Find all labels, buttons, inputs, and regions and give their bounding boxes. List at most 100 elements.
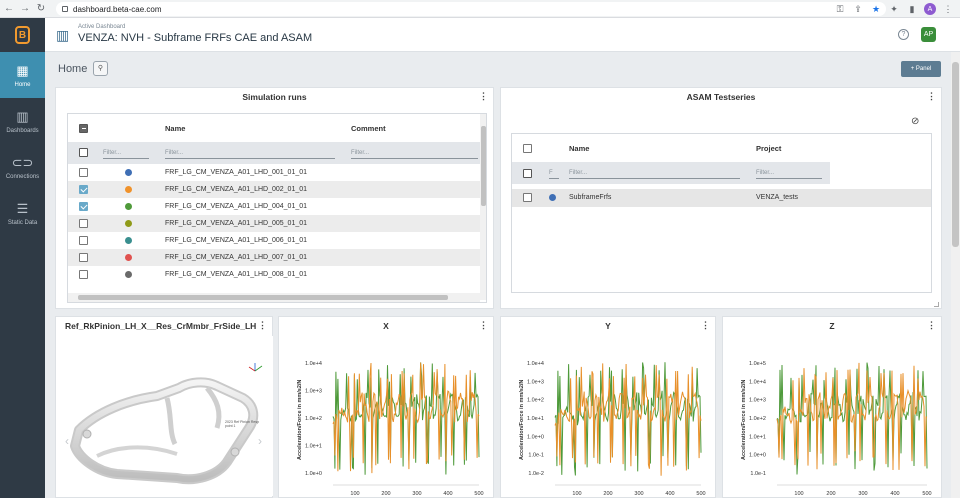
table-row[interactable]: FRF_LG_CM_VENZA_A01_LHD_007_01_01 <box>68 249 486 266</box>
sidebar-item-home[interactable]: ▦ Home <box>0 52 45 98</box>
column-project[interactable]: Project <box>756 144 782 153</box>
share-icon[interactable]: ⇪ <box>854 3 862 14</box>
row-name: FRF_LG_CM_VENZA_A01_LHD_001_01_01 <box>165 169 308 176</box>
select-all-checkbox[interactable] <box>523 144 532 153</box>
more-icon[interactable]: ⋮ <box>943 3 953 14</box>
x-tick-label: 100 <box>794 491 803 497</box>
resize-handle[interactable] <box>934 302 939 307</box>
panel-menu-icon[interactable]: ⋮ <box>701 320 710 330</box>
row-color-dot <box>125 203 132 210</box>
address-bar[interactable]: dashboard.beta-cae.com <box>56 2 886 16</box>
asam-testseries-panel: ASAM Testseries ⋮ ⊘ Name Project F Filte… <box>500 87 942 309</box>
comment-filter-input[interactable]: Filter... <box>351 147 478 159</box>
lock-icon <box>62 6 68 12</box>
name-filter-input[interactable]: Filter... <box>569 167 740 179</box>
row-color-dot <box>125 237 132 244</box>
forward-icon[interactable]: → <box>20 3 30 14</box>
sidebar-item-dashboards[interactable]: ▥ Dashboards <box>0 98 45 144</box>
table-row[interactable]: SubframeFrfs VENZA_tests <box>512 189 931 207</box>
subframe-model <box>70 363 263 485</box>
y-tick-label: 1.0e+1 <box>527 416 544 422</box>
simulation-runs-table: Name Comment Filter... Filter... Filter.… <box>67 113 487 303</box>
panel-menu-icon[interactable]: ⋮ <box>479 91 488 101</box>
column-comment[interactable]: Comment <box>351 124 386 133</box>
x-tick-label: 500 <box>474 491 483 497</box>
logo[interactable]: B <box>0 18 45 52</box>
chevron-right-icon[interactable]: › <box>258 434 262 448</box>
column-name[interactable]: Name <box>569 144 590 153</box>
frf-series-orange <box>776 362 928 471</box>
chart-z-panel: Z ⋮ Acceleration/Force in mm/s2/N 1.0e+5 1… <box>722 316 942 498</box>
y-axis-label: Acceleration/Force in mm/s2/N <box>741 380 747 460</box>
sidebar-item-static-data[interactable]: ☰ Static Data <box>0 190 45 236</box>
panel-menu-icon[interactable]: ⋮ <box>927 91 936 101</box>
y-tick-label: 1.0e+0 <box>527 434 544 440</box>
table-row[interactable]: FRF_LG_CM_VENZA_A01_LHD_006_01_01 <box>68 232 486 249</box>
app-header: ▥ Active Dashboard VENZA: NVH - Subframe… <box>45 18 960 52</box>
color-filter-input[interactable]: F <box>549 167 559 179</box>
row-checkbox[interactable] <box>79 236 88 245</box>
row-color-dot <box>125 169 132 176</box>
chart-x-plot[interactable]: Acceleration/Force in mm/s2/N 1.0e+4 1.0e+… <box>279 335 493 498</box>
table-header: Name Project <box>512 134 931 162</box>
y-tick-label: 1.0e+3 <box>749 398 766 404</box>
beta-logo-icon: B <box>15 26 30 44</box>
table-row[interactable]: FRF_LG_CM_VENZA_A01_LHD_008_01_01 <box>68 266 486 283</box>
reload-icon[interactable]: ↻ <box>36 3 46 14</box>
panel-menu-icon[interactable]: ⋮ <box>479 320 488 330</box>
color-filter-input[interactable]: Filter... <box>103 147 149 159</box>
filter-checkbox[interactable] <box>523 169 532 178</box>
page-scrollbar[interactable] <box>951 52 960 498</box>
row-checkbox[interactable] <box>523 193 532 202</box>
filter-checkbox[interactable] <box>79 148 88 157</box>
3d-viewport[interactable]: 2023 Ref Pinion Resp point 1 ‹ › <box>57 336 273 496</box>
breadcrumb-home[interactable]: Home <box>58 63 88 75</box>
table-vertical-scrollbar[interactable] <box>480 114 486 300</box>
star-icon[interactable]: ★ <box>871 3 881 14</box>
row-checkbox[interactable] <box>79 253 88 262</box>
sidebar-item-label: Connections <box>5 173 40 180</box>
column-name[interactable]: Name <box>165 124 186 133</box>
zoom-search-icon[interactable]: ⚲ <box>93 61 108 76</box>
table-row[interactable]: FRF_LG_CM_VENZA_A01_LHD_005_01_01 <box>68 215 486 232</box>
eye-off-icon[interactable]: ⊘ <box>911 116 920 127</box>
row-checkbox[interactable] <box>79 202 88 211</box>
y-axis-label: Acceleration/Force in mm/s2/N <box>297 380 303 460</box>
y-tick-label: 1.0e+2 <box>527 398 544 404</box>
sidebar-item-connections[interactable]: ⊂⊃ Connections <box>0 144 45 190</box>
profile-avatar[interactable]: A <box>924 3 936 15</box>
user-avatar[interactable]: AP <box>921 27 936 42</box>
select-all-checkbox[interactable] <box>79 124 88 133</box>
sidepanel-icon[interactable]: ▮ <box>909 3 915 14</box>
extensions-icon[interactable]: ✦ <box>890 3 898 14</box>
table-row[interactable]: FRF_LG_CM_VENZA_A01_LHD_001_01_01 <box>68 164 486 181</box>
chart-z-plot[interactable]: Acceleration/Force in mm/s2/N 1.0e+5 1.0e+… <box>723 335 941 498</box>
x-tick-label: 500 <box>922 491 931 497</box>
row-checkbox[interactable] <box>79 185 88 194</box>
row-checkbox[interactable] <box>79 219 88 228</box>
table-horizontal-scrollbar[interactable] <box>68 293 480 302</box>
table-row[interactable]: FRF_LG_CM_VENZA_A01_LHD_004_01_01 <box>68 198 486 215</box>
table-row[interactable]: FRF_LG_CM_VENZA_A01_LHD_002_01_01 <box>68 181 486 198</box>
help-icon[interactable]: ? <box>898 29 909 40</box>
row-checkbox[interactable] <box>79 168 88 177</box>
y-axis-label: Acceleration/Force in mm/s2/N <box>519 380 525 460</box>
chart-title: Y <box>605 321 611 331</box>
key-icon[interactable]: ⚿ <box>836 3 844 14</box>
x-tick-label: 200 <box>381 491 390 497</box>
row-checkbox[interactable] <box>79 270 88 279</box>
row-name: FRF_LG_CM_VENZA_A01_LHD_002_01_01 <box>165 186 308 193</box>
panel-menu-icon[interactable]: ⋮ <box>927 320 936 330</box>
x-tick-label: 100 <box>572 491 581 497</box>
add-panel-button[interactable]: + Panel <box>901 61 941 77</box>
filter-row: Filter... Filter... Filter... <box>68 142 486 164</box>
chart-y-plot[interactable]: Acceleration/Force in mm/s2/N 1.0e+4 1.0e+… <box>501 335 715 498</box>
link-icon: ⊂⊃ <box>11 154 34 170</box>
back-icon[interactable]: ← <box>4 3 14 14</box>
filter-row: F Filter... Filter... <box>512 162 830 184</box>
x-tick-label: 300 <box>634 491 643 497</box>
project-filter-input[interactable]: Filter... <box>756 167 822 179</box>
panel-menu-icon[interactable]: ⋮ <box>258 320 267 330</box>
chevron-left-icon[interactable]: ‹ <box>65 434 69 448</box>
name-filter-input[interactable]: Filter... <box>165 147 335 159</box>
